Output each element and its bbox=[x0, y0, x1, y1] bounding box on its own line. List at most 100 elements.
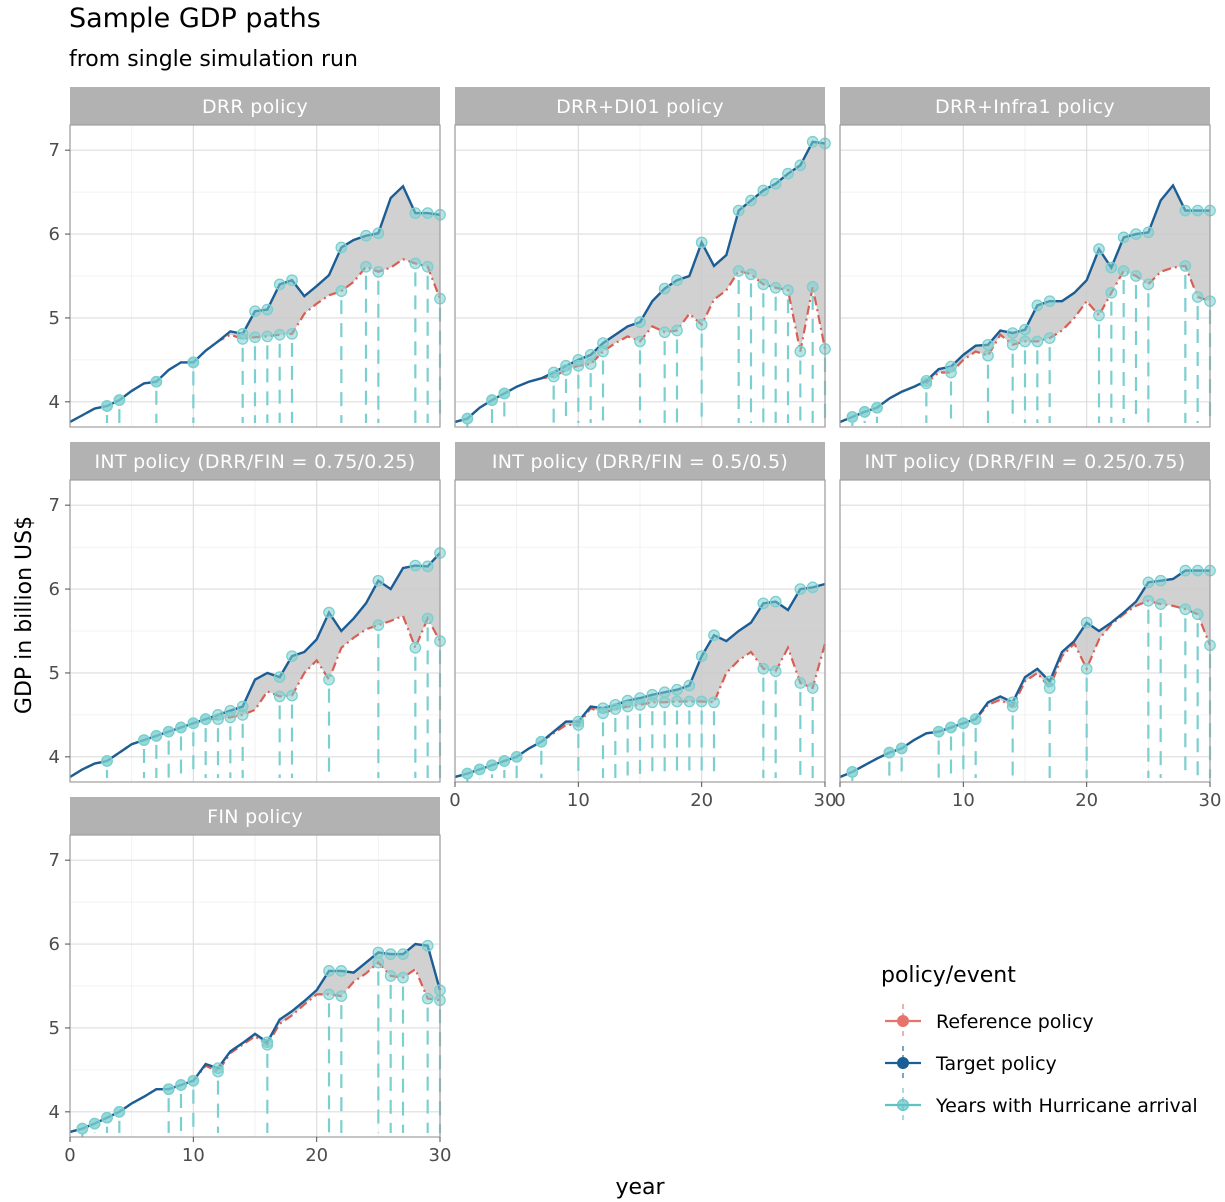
hurricane-point bbox=[957, 717, 970, 730]
hurricane-point bbox=[1105, 286, 1118, 299]
hurricane-point bbox=[547, 370, 560, 383]
hurricane-point bbox=[286, 328, 298, 340]
x-tick-label: 20 bbox=[1075, 790, 1098, 811]
hurricane-point bbox=[1093, 243, 1105, 256]
hurricane-point bbox=[1179, 564, 1192, 577]
hurricane-point bbox=[421, 260, 434, 273]
hurricane-point bbox=[806, 682, 819, 694]
hurricane-point bbox=[409, 559, 422, 572]
hurricane-point bbox=[273, 671, 286, 683]
hurricane-point bbox=[461, 412, 474, 425]
hurricane-point bbox=[932, 725, 945, 738]
hurricane-point bbox=[1117, 231, 1130, 244]
panel-border bbox=[839, 479, 1211, 783]
hurricane-point bbox=[1019, 323, 1031, 336]
facet-strip-label: INT policy (DRR/FIN = 0.75/0.25) bbox=[94, 451, 415, 473]
facet-strip bbox=[840, 442, 1210, 480]
x-tick-label: 10 bbox=[952, 790, 975, 811]
hurricane-point bbox=[1154, 598, 1167, 611]
hurricane-point bbox=[372, 956, 385, 969]
y-tick-label: 7 bbox=[49, 140, 60, 161]
hurricane-point bbox=[162, 1083, 175, 1096]
hurricane-point bbox=[634, 316, 646, 328]
hurricane-point bbox=[101, 400, 113, 412]
hurricane-point bbox=[261, 303, 274, 316]
hurricane-point bbox=[1154, 574, 1167, 587]
gap-ribbon bbox=[70, 186, 440, 422]
facet-panel: DRR policy 4 5 6 7 bbox=[49, 87, 446, 428]
facet-panel: DRR+DI01 policy bbox=[454, 87, 831, 428]
hurricane-point bbox=[1142, 594, 1155, 607]
gap-ribbon bbox=[70, 944, 440, 1132]
hurricane-point bbox=[1105, 261, 1118, 274]
hurricane-point bbox=[757, 278, 770, 291]
hurricane-point bbox=[535, 735, 548, 748]
x-tick-label: 30 bbox=[814, 790, 837, 811]
facet-panel: INT policy (DRR/FIN = 0.75/0.25) 4 5 6 7 bbox=[49, 442, 446, 783]
hurricane-point bbox=[982, 338, 994, 351]
hurricane-point bbox=[113, 394, 126, 407]
hurricane-point bbox=[969, 713, 982, 725]
hurricane-point bbox=[1191, 608, 1204, 621]
hurricane-point bbox=[609, 703, 622, 715]
x-tick-label: 0 bbox=[449, 790, 460, 811]
hurricane-point bbox=[806, 281, 819, 293]
hurricane-point bbox=[76, 1122, 89, 1135]
hurricane-point bbox=[982, 349, 994, 362]
hurricane-point bbox=[769, 595, 782, 608]
hurricane-point bbox=[806, 581, 819, 594]
hurricane-point bbox=[498, 387, 511, 400]
legend-title: policy/event bbox=[881, 963, 1016, 988]
hurricane-point bbox=[261, 1038, 274, 1051]
facet-strip-label: DRR+DI01 policy bbox=[556, 96, 724, 118]
hurricane-point bbox=[1006, 700, 1019, 713]
facet-panel: FIN policy 4 5 6 7 0 10 20 30 bbox=[49, 797, 451, 1166]
hurricane-point bbox=[335, 965, 348, 977]
facet-strip-label: DRR+Infra1 policy bbox=[935, 96, 1115, 118]
facet-strip bbox=[455, 442, 825, 480]
hurricane-point bbox=[794, 159, 807, 172]
hurricane-point bbox=[1142, 226, 1155, 239]
hurricane-point bbox=[646, 696, 659, 709]
hurricane-point bbox=[372, 265, 385, 278]
hurricane-point bbox=[286, 650, 298, 663]
hurricane-point bbox=[199, 713, 212, 725]
hurricane-point bbox=[671, 324, 683, 337]
hurricane-point bbox=[397, 948, 409, 960]
hurricane-point bbox=[421, 560, 434, 573]
hurricane-point bbox=[695, 236, 708, 249]
facet-strip-label: INT policy (DRR/FIN = 0.5/0.5) bbox=[492, 451, 788, 473]
hurricane-point bbox=[1179, 260, 1192, 272]
hurricane-point bbox=[510, 750, 523, 763]
hurricane-point bbox=[1006, 338, 1019, 351]
legend-key-hurricane bbox=[885, 1088, 921, 1122]
y-tick-label: 4 bbox=[49, 1102, 60, 1123]
hurricane-point bbox=[695, 695, 708, 708]
hurricane-point bbox=[1142, 278, 1155, 291]
hurricane-point bbox=[409, 207, 422, 219]
hurricane-point bbox=[101, 1111, 113, 1124]
hurricane-point bbox=[782, 167, 794, 180]
hurricane-point bbox=[769, 665, 782, 678]
panel-border bbox=[839, 124, 1211, 428]
hurricane-point bbox=[372, 946, 385, 959]
facet-panel: DRR+Infra1 policy bbox=[839, 87, 1216, 428]
x-tick-label: 0 bbox=[834, 790, 845, 811]
hurricane-point bbox=[212, 713, 224, 725]
hurricane-point bbox=[1117, 265, 1130, 277]
hurricane-point bbox=[1130, 228, 1142, 240]
hurricane-point bbox=[621, 700, 634, 713]
y-tick-label: 5 bbox=[49, 663, 60, 684]
hurricane-point bbox=[175, 721, 187, 734]
hurricane-point bbox=[1031, 299, 1044, 312]
hurricane-point bbox=[286, 274, 298, 287]
hurricane-point bbox=[1191, 291, 1204, 303]
panel-border bbox=[69, 479, 441, 783]
hurricane-point bbox=[150, 730, 163, 742]
legend-label: Target policy bbox=[935, 1053, 1057, 1075]
hurricane-point bbox=[249, 331, 261, 344]
hurricane-point bbox=[88, 1117, 101, 1130]
y-tick-label: 7 bbox=[49, 850, 60, 871]
hurricane-point bbox=[1031, 335, 1044, 348]
